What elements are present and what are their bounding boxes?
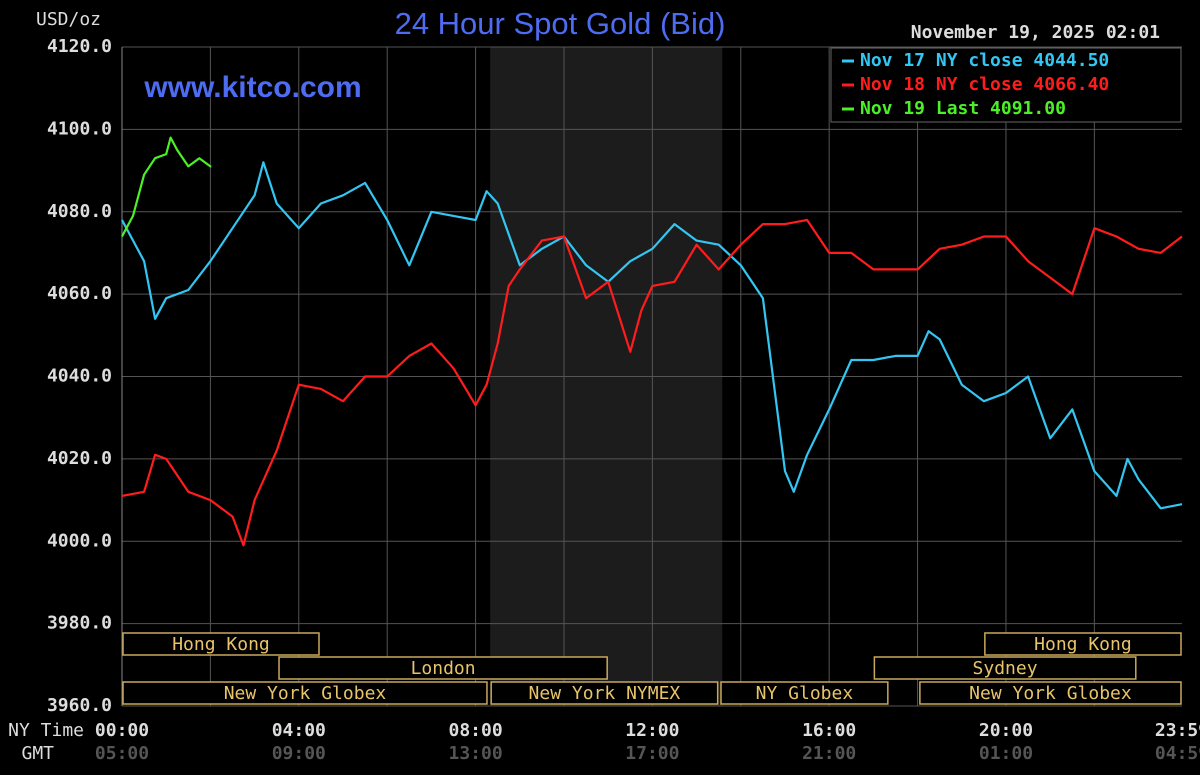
x-tick-label: 16:00 <box>802 720 856 741</box>
x-axis-label: NY Time <box>8 720 84 741</box>
x-tick-label: 08:00 <box>448 720 502 741</box>
x2-axis-label: GMT <box>21 743 54 764</box>
legend-entry: Nov 18 NY close 4066.40 <box>860 74 1109 95</box>
x2-tick-label: 09:00 <box>272 743 326 764</box>
x-tick-label: 04:00 <box>272 720 326 741</box>
legend-entry: Nov 19 Last 4091.00 <box>860 98 1066 119</box>
legend-entry: Nov 17 NY close 4044.50 <box>860 50 1109 71</box>
session-label: Hong Kong <box>172 634 270 655</box>
session-box <box>122 681 488 705</box>
x2-tick-label: 05:00 <box>95 743 149 764</box>
session-box <box>720 681 889 705</box>
session-box <box>984 632 1182 656</box>
y-tick-label: 4060.0 <box>47 283 112 304</box>
series-line <box>121 161 1183 510</box>
watermark: www.kitco.com <box>143 71 361 104</box>
y-tick-label: 4020.0 <box>47 448 112 469</box>
y-tick-label: 4100.0 <box>47 118 112 139</box>
session-label: NY Globex <box>756 683 854 704</box>
x-tick-label: 00:00 <box>95 720 149 741</box>
session-label: Sydney <box>973 658 1038 679</box>
session-label: London <box>411 658 476 679</box>
session-label: New York NYMEX <box>529 683 681 704</box>
series-line <box>121 218 1183 547</box>
x2-tick-label: 21:00 <box>802 743 856 764</box>
session-box <box>873 656 1137 680</box>
session-label: New York Globex <box>969 683 1132 704</box>
session-box <box>490 681 719 705</box>
y-axis-label: USD/oz <box>36 9 101 30</box>
y-tick-label: 4040.0 <box>47 366 112 387</box>
session-box <box>919 681 1182 705</box>
x2-tick-label: 01:00 <box>979 743 1033 764</box>
y-tick-label: 4000.0 <box>47 530 112 551</box>
session-box <box>278 656 608 680</box>
y-tick-label: 4120.0 <box>47 36 112 57</box>
session-label: New York Globex <box>224 683 387 704</box>
chart-title: 24 Hour Spot Gold (Bid) <box>395 6 726 41</box>
x2-tick-label: 13:00 <box>448 743 502 764</box>
x-tick-label: 12:00 <box>625 720 679 741</box>
y-tick-label: 3960.0 <box>47 695 112 716</box>
timestamp: November 19, 2025 02:01 <box>911 22 1160 43</box>
legend-box <box>830 47 1182 123</box>
y-tick-label: 3980.0 <box>47 613 112 634</box>
x-tick-label: 20:00 <box>979 720 1033 741</box>
session-box <box>122 632 320 656</box>
session-label: Hong Kong <box>1034 634 1132 655</box>
series-line <box>121 136 212 238</box>
x2-tick-label: 17:00 <box>625 743 679 764</box>
y-tick-label: 4080.0 <box>47 201 112 222</box>
x-tick-label: 23:59 <box>1155 720 1200 741</box>
x2-tick-label: 04:59 <box>1155 743 1200 764</box>
